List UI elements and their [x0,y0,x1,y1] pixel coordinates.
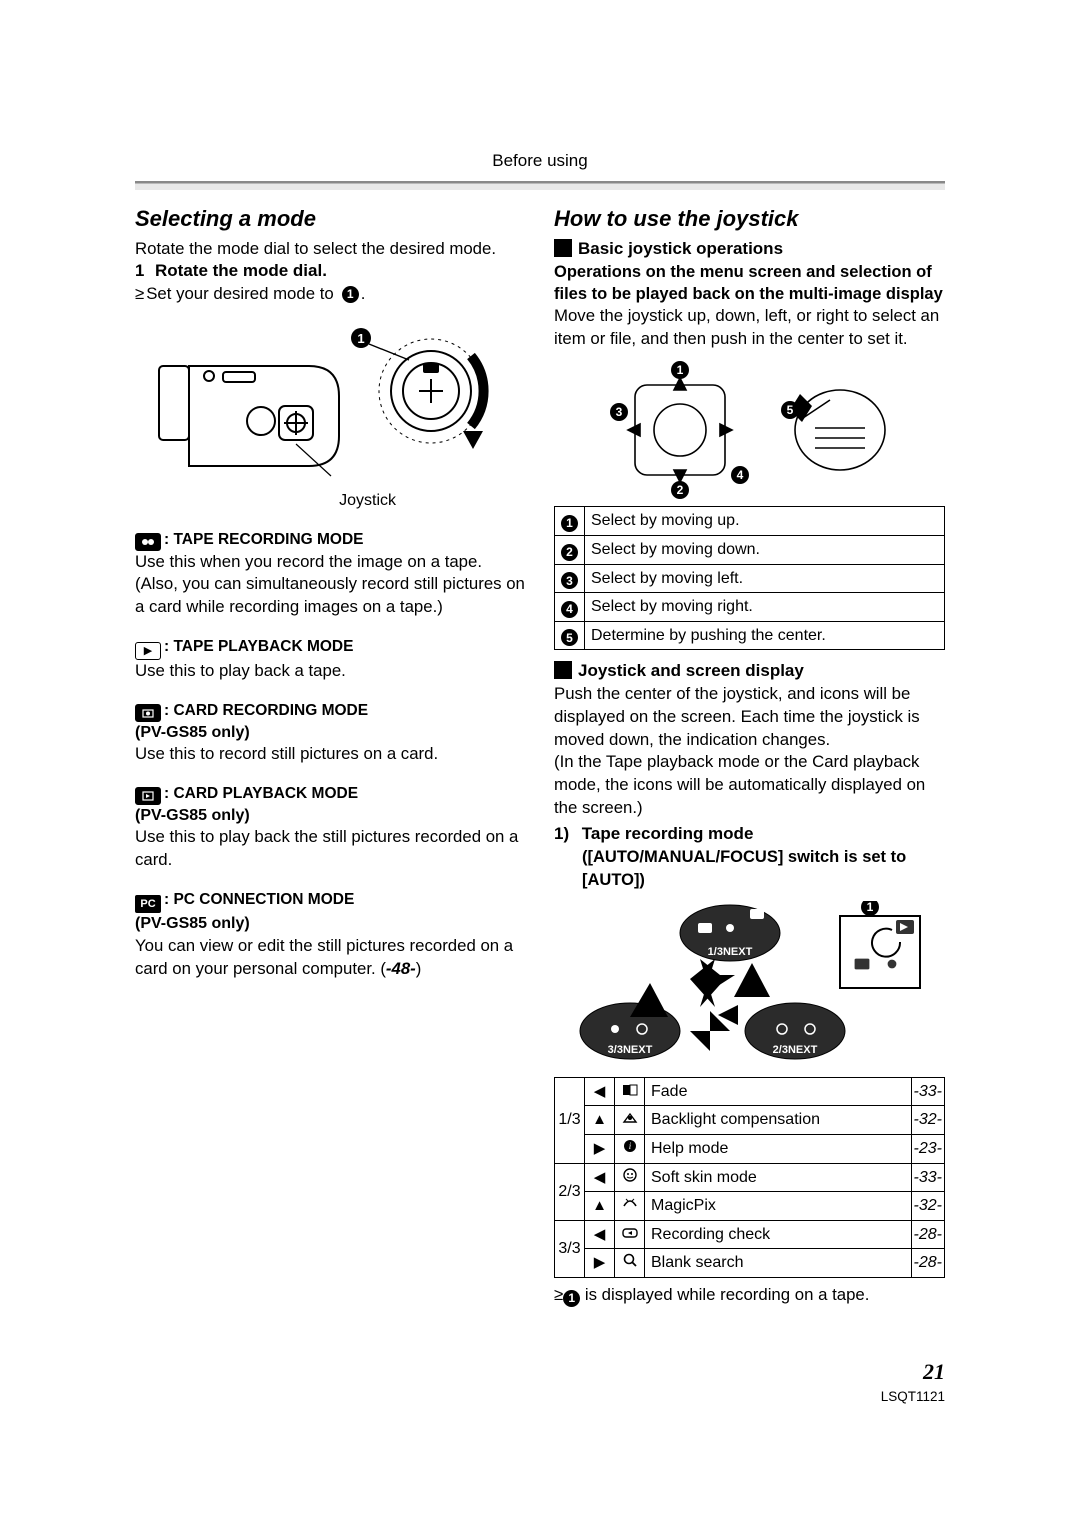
mode2-body: Use this to play back a tape. [135,660,526,683]
table-row: 1/3 ◀ Fade -33- [555,1077,945,1106]
help-icon: i [623,1139,637,1153]
card-play-icon [135,787,161,805]
mode5-title: : PC CONNECTION MODE [164,891,354,908]
tape-rec-icon [135,533,161,551]
mode4-title: : CARD PLAYBACK MODE [164,785,358,802]
table-row: 2/3 ◀ Soft skin mode -33- [555,1163,945,1192]
svg-text:1/3NEXT: 1/3NEXT [707,946,752,958]
joystick-caption: Joystick [135,490,526,512]
left-arrow-icon: ◀ [594,1083,606,1100]
pc-icon: PC [135,895,161,913]
svg-text:2/3NEXT: 2/3NEXT [772,1044,817,1056]
left-arrow-icon: ◀ [594,1169,606,1186]
right-arrow-icon: ▶ [594,1140,606,1157]
softskin-icon [623,1168,637,1182]
svg-text:1: 1 [676,363,683,377]
screen-functions-table: 1/3 ◀ Fade -33- ▲ Backlight compensation… [554,1077,945,1278]
screen-overlay-diagram: 1 1/3NEXT 3/3NEXT 2/3NEXT [570,901,930,1071]
table-row: 4Select by moving right. [555,593,945,622]
card-rec-icon [135,704,161,722]
mode1-title: : TAPE RECORDING MODE [164,531,364,548]
right-arrow-icon: ▶ [594,1254,606,1271]
svg-text:1: 1 [357,331,364,346]
mode1-body: Use this when you record the image on a … [135,551,526,619]
right-column: How to use the joystick Basic joystick o… [554,204,945,1307]
page-number: 21 [135,1357,945,1387]
svg-text:1: 1 [866,901,873,914]
basic-op-title: Basic joystick operations [578,239,783,258]
circ-1-icon: 1 [563,1290,580,1307]
left-column: Selecting a mode Rotate the mode dial to… [135,204,526,1307]
reccheck-icon [622,1227,638,1239]
circ-3-icon: 3 [561,572,578,589]
svg-text:2: 2 [676,483,683,497]
svg-text:3: 3 [615,405,622,419]
table-row: ▲ MagicPix -32- [555,1192,945,1221]
magicpix-icon [622,1196,638,1210]
joystick-diagram: 1 2 3 4 5 [585,360,915,500]
ref-circle-1-icon: 1 [342,286,359,303]
mode5-body: You can view or edit the still pictures … [135,935,526,980]
left-title: Selecting a mode [135,204,526,234]
table-row: 2Select by moving down. [555,536,945,565]
camcorder-illustration: 1 [151,316,511,486]
square-bullet-icon [554,239,572,257]
left-intro: Rotate the mode dial to select the desir… [135,238,526,261]
up-arrow-icon: ▲ [592,1111,607,1128]
page-footer: 21 LSQT1121 [135,1357,945,1407]
table-row: ▶ i Help mode -23- [555,1135,945,1164]
tape-mode-num: 1) [554,824,569,843]
left-arrow-icon: ◀ [594,1226,606,1243]
tape-mode-sub: ([AUTO/MANUAL/FOCUS] switch is set to [A… [554,846,945,891]
table-row: 3/3 ◀ Recording check -28- [555,1220,945,1249]
svg-text:5: 5 [786,403,793,417]
joystick-directions-table: 1Select by moving up. 2Select by moving … [554,506,945,650]
step-label: Rotate the mode dial. [155,261,327,280]
doc-code: LSQT1121 [135,1388,945,1406]
fade-icon [622,1084,638,1096]
circ-2-icon: 2 [561,544,578,561]
mode4-sub: (PV-GS85 only) [135,805,526,827]
mode3-body: Use this to record still pictures on a c… [135,743,526,766]
header-rule [135,181,945,190]
footnote: ≥1 is displayed while recording on a tap… [554,1284,945,1307]
table-row: 1Select by moving up. [555,507,945,536]
mode3-title: : CARD RECORDING MODE [164,702,368,719]
table-row: 5Determine by pushing the center. [555,621,945,650]
basic-op-body: Move the joystick up, down, left, or rig… [554,305,945,350]
circ-1-icon: 1 [561,515,578,532]
bullet-dot: ≥ [135,283,144,306]
step-number: 1 [135,261,144,280]
tape-mode-title: Tape recording mode [582,824,754,843]
blanksearch-icon [623,1253,637,1267]
backlight-icon [622,1112,638,1124]
basic-op-bold: Operations on the menu screen and select… [554,261,945,306]
chapter-header: Before using [135,150,945,173]
tape-play-icon: ▶ [135,642,161,660]
circ-5-icon: 5 [561,629,578,646]
step-bullet-text: Set your desired mode to [146,283,334,306]
mode3-sub: (PV-GS85 only) [135,722,526,744]
up-arrow-icon: ▲ [592,1197,607,1214]
mode4-body: Use this to play back the still pictures… [135,826,526,871]
mode5-sub: (PV-GS85 only) [135,913,526,935]
circ-4-icon: 4 [561,601,578,618]
square-bullet-icon [554,661,572,679]
mode2-title: : TAPE PLAYBACK MODE [164,638,353,655]
table-row: ▶ Blank search -28- [555,1249,945,1278]
svg-text:4: 4 [736,468,743,482]
screen-display-body: Push the center of the joystick, and ico… [554,683,945,819]
screen-display-title: Joystick and screen display [578,661,804,680]
table-row: 3Select by moving left. [555,564,945,593]
table-row: ▲ Backlight compensation -32- [555,1106,945,1135]
svg-text:3/3NEXT: 3/3NEXT [607,1044,652,1056]
right-title: How to use the joystick [554,204,945,234]
